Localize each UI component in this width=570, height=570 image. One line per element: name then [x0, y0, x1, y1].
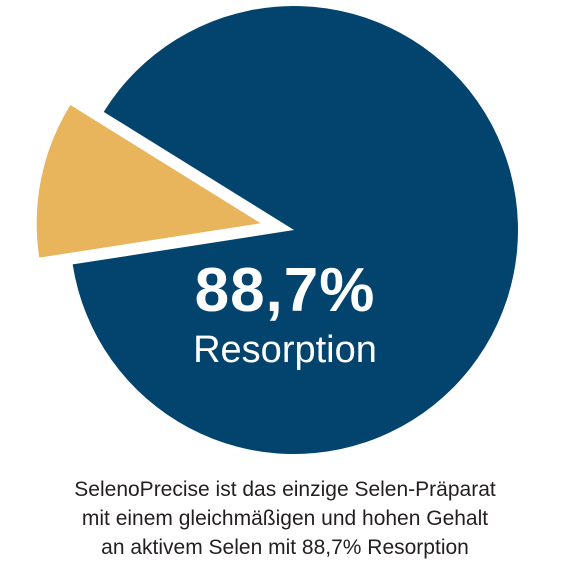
pie-slice-remainder	[36, 105, 261, 258]
center-caption: Resorption	[193, 329, 377, 371]
center-value: 88,7%	[194, 256, 376, 325]
center-label: 88,7% Resorption	[140, 258, 430, 372]
caption-line: an aktivem Selen mit 88,7% Resorption	[101, 536, 469, 559]
caption-line: mit einem gleichmäßigen und hohen Gehalt	[81, 507, 489, 530]
caption-text: SelenoPrecise ist das einzige Selen-Präp…	[0, 475, 570, 562]
caption-line: SelenoPrecise ist das einzige Selen-Präp…	[74, 478, 496, 501]
pie-slice-resorption	[72, 5, 518, 455]
